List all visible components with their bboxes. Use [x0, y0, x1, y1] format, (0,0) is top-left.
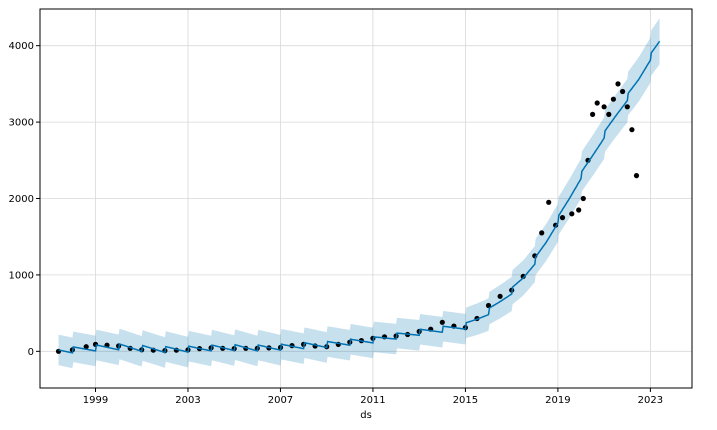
y-axis-ticks: 0 1000 2000 3000 4000 — [9, 41, 40, 358]
forecast-line — [58, 40, 661, 354]
uncertainty-band — [58, 18, 660, 369]
observed-point — [520, 273, 526, 279]
x-tick-label: 2007 — [268, 395, 293, 406]
observed-point — [569, 211, 575, 217]
observed-point — [580, 195, 586, 202]
observed-point — [615, 81, 621, 87]
y-tick-label: 4000 — [9, 41, 34, 52]
observed-point — [590, 111, 596, 117]
observed-point — [497, 293, 503, 299]
y-tick-label: 2000 — [9, 194, 34, 205]
y-tick-label: 3000 — [9, 118, 34, 129]
x-tick-label: 2011 — [360, 395, 385, 406]
x-axis-ticks: 1999 2003 2007 2011 2015 2019 2023 — [83, 388, 663, 406]
observed-point — [539, 230, 545, 236]
x-axis-label: ds — [360, 410, 372, 421]
x-tick-label: 2019 — [545, 395, 570, 406]
observed-point — [620, 88, 626, 95]
y-tick-label: 0 — [28, 347, 34, 358]
y-tick-label: 1000 — [9, 270, 34, 281]
observed-point — [594, 100, 600, 106]
observed-point — [55, 348, 62, 354]
x-tick-label: 2023 — [638, 395, 663, 406]
observed-point — [576, 207, 582, 213]
observed-point — [546, 199, 552, 205]
observed-point — [83, 344, 89, 350]
observed-point — [629, 127, 635, 133]
x-tick-label: 2003 — [175, 395, 200, 406]
observed-point — [485, 302, 492, 309]
observed-point — [601, 104, 607, 110]
observed-point — [439, 319, 445, 325]
observed-point — [606, 111, 612, 117]
observed-point — [624, 104, 630, 110]
observed-point — [610, 96, 617, 102]
x-tick-label: 2015 — [453, 395, 478, 406]
observed-point — [559, 215, 566, 221]
x-tick-label: 1999 — [83, 395, 108, 406]
observed-point — [633, 173, 640, 179]
